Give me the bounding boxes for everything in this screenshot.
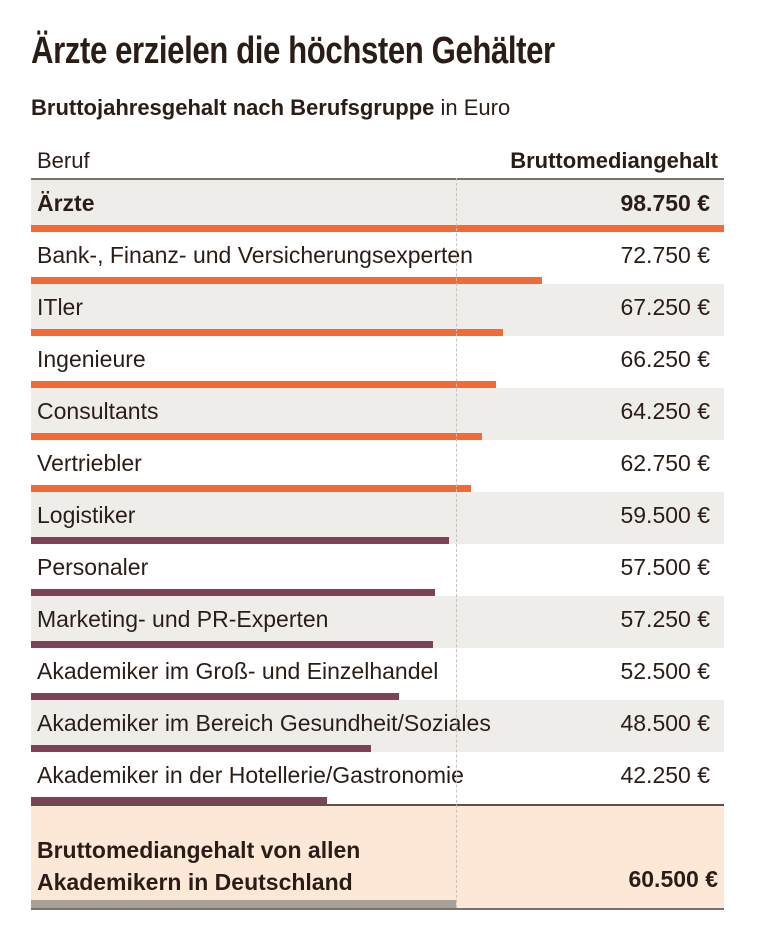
chart-subtitle: Bruttojahresgehalt nach Berufsgruppe in … xyxy=(31,95,510,121)
table-row: Akademiker im Groß- und Einzelhandel 52.5… xyxy=(31,648,724,700)
summary-label-line2: Akademikern in Deutschland xyxy=(37,869,353,895)
table-row: Akademiker im Bereich Gesundheit/Soziale… xyxy=(31,700,724,752)
summary-label: Bruttomediangehalt von allen Akademikern … xyxy=(37,834,360,898)
table-row: Logistiker 59.500 € xyxy=(31,492,724,544)
row-label: Consultants xyxy=(37,398,159,424)
table-row: Vertriebler 62.750 € xyxy=(31,440,724,492)
median-reference-line xyxy=(455,178,457,908)
table-header: Beruf Bruttomediangehalt xyxy=(31,140,724,180)
table-row: Personaler 57.500 € xyxy=(31,544,724,596)
salary-table: Beruf Bruttomediangehalt Ärzte 98.750 € Ba… xyxy=(31,140,724,910)
salary-bar xyxy=(31,537,449,544)
table-row: Ärzte 98.750 € xyxy=(31,180,724,232)
row-value: 67.250 € xyxy=(620,294,710,320)
salary-bar xyxy=(31,381,496,388)
table-row: Akademiker in der Hotellerie/Gastronomie… xyxy=(31,752,724,804)
row-label: Akademiker im Groß- und Einzelhandel xyxy=(37,658,439,684)
row-label: Ingenieure xyxy=(37,346,146,372)
row-value: 72.750 € xyxy=(620,242,710,268)
row-label: Personaler xyxy=(37,554,149,580)
row-label: Ärzte xyxy=(37,190,95,216)
table-row: Bank-, Finanz- und Versicherungsexperten… xyxy=(31,232,724,284)
salary-bar xyxy=(31,225,724,232)
row-label: Akademiker im Bereich Gesundheit/Soziale… xyxy=(37,710,491,736)
salary-bar xyxy=(31,797,328,804)
subtitle-unit: in Euro xyxy=(434,95,511,120)
chart-title: Ärzte erzielen die höchsten Gehälter xyxy=(31,30,555,72)
salary-bar xyxy=(31,277,542,284)
salary-bar xyxy=(31,329,503,336)
row-value: 66.250 € xyxy=(620,346,710,372)
row-label: Logistiker xyxy=(37,502,136,528)
row-label: Bank-, Finanz- und Versicherungsexperten xyxy=(37,242,473,268)
row-value: 57.500 € xyxy=(620,554,710,580)
row-value: 59.500 € xyxy=(620,502,710,528)
table-row: Consultants 64.250 € xyxy=(31,388,724,440)
table-row: Marketing- und PR-Experten 57.250 € xyxy=(31,596,724,648)
summary-value: 60.500 € xyxy=(628,866,718,892)
column-header-beruf: Beruf xyxy=(37,148,90,173)
row-label: Vertriebler xyxy=(37,450,142,476)
row-value: 57.250 € xyxy=(620,606,710,632)
salary-bar xyxy=(31,745,372,752)
row-label: Akademiker in der Hotellerie/Gastronomie xyxy=(37,762,464,788)
row-label: Marketing- und PR-Experten xyxy=(37,606,329,632)
row-value: 98.750 € xyxy=(620,190,710,216)
row-value: 48.500 € xyxy=(620,710,710,736)
salary-bar xyxy=(31,485,472,492)
salary-bar xyxy=(31,693,400,700)
row-value: 52.500 € xyxy=(620,658,710,684)
salary-bar xyxy=(31,433,482,440)
row-value: 42.250 € xyxy=(620,762,710,788)
summary-label-line1: Bruttomediangehalt von allen xyxy=(37,837,361,863)
table-row: Ingenieure 66.250 € xyxy=(31,336,724,388)
subtitle-bold: Bruttojahresgehalt nach Berufsgruppe xyxy=(31,95,435,120)
column-header-gehalt: Bruttomediangehalt xyxy=(510,148,718,173)
row-value: 64.250 € xyxy=(620,398,710,424)
row-value: 62.750 € xyxy=(620,450,710,476)
row-label: ITler xyxy=(37,294,83,320)
salary-bar xyxy=(31,589,435,596)
summary-bar xyxy=(31,900,456,908)
table-row: ITler 67.250 € xyxy=(31,284,724,336)
summary-row: Bruttomediangehalt von allen Akademikern … xyxy=(31,804,724,910)
salary-bar xyxy=(31,641,433,648)
